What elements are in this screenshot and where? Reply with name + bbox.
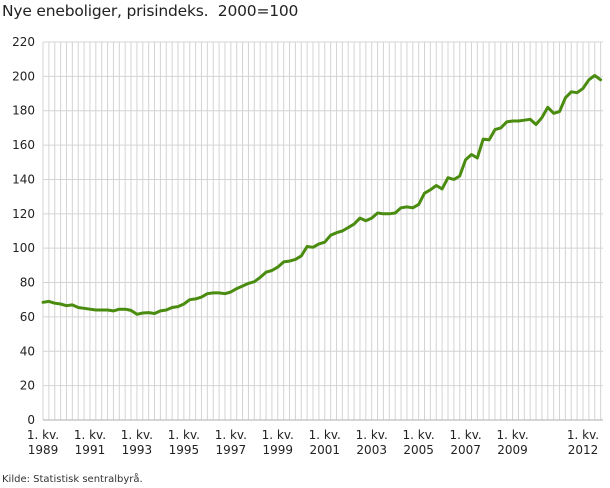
y-tick-label: 140 [12, 172, 35, 186]
y-tick-label: 0 [27, 413, 35, 427]
x-tick-label: 1989 [28, 443, 59, 457]
source-note: Kilde: Statistisk sentralbyrå. [2, 474, 143, 485]
y-tick-label: 120 [12, 207, 35, 221]
y-tick-label: 80 [20, 276, 35, 290]
x-tick-label: 1. kv. [121, 428, 153, 442]
y-tick-label: 20 [20, 379, 35, 393]
y-tick-label: 220 [12, 35, 35, 49]
x-tick-label: 1. kv. [309, 428, 341, 442]
x-tick-label: 1. kv. [567, 428, 599, 442]
vertical-gridlines [42, 42, 602, 420]
x-tick-label: 2007 [450, 443, 481, 457]
x-tick-label: 2001 [309, 443, 340, 457]
y-axis-tick-labels: 0 20 40 60 80 100 120 140 160 180 200 220 [12, 35, 35, 427]
x-tick-label: 1. kv. [27, 428, 59, 442]
x-tick-label: 1. kv. [450, 428, 482, 442]
x-tick-label: 1. kv. [74, 428, 106, 442]
y-tick-label: 180 [12, 104, 35, 118]
price-index-line [41, 74, 603, 316]
x-tick-label: 1. kv. [262, 428, 294, 442]
x-tick-label: 1. kv. [356, 428, 388, 442]
y-tick-label: 160 [12, 138, 35, 152]
x-tick-label: 1. kv. [215, 428, 247, 442]
chart-title: Nye eneboliger, prisindeks. 2000=100 [2, 2, 299, 20]
x-tick-label: 1. kv. [168, 428, 200, 442]
x-tick-label: 2009 [497, 443, 528, 457]
y-tick-label: 60 [20, 310, 35, 324]
y-tick-label: 200 [12, 69, 35, 83]
x-tick-label: 1991 [75, 443, 106, 457]
x-tick-label: 1. kv. [403, 428, 435, 442]
horizontal-gridlines [43, 41, 603, 421]
x-tick-label: 1993 [122, 443, 153, 457]
x-tick-label: 1999 [263, 443, 294, 457]
x-tick-label: 1995 [169, 443, 200, 457]
x-tick-label: 1. kv. [496, 428, 528, 442]
x-tick-label: 2003 [356, 443, 387, 457]
x-tick-label: 1997 [216, 443, 247, 457]
x-tick-label: 2012 [568, 443, 599, 457]
x-tick-label: 2005 [403, 443, 434, 457]
y-tick-label: 40 [20, 344, 35, 358]
y-tick-label: 100 [12, 241, 35, 255]
